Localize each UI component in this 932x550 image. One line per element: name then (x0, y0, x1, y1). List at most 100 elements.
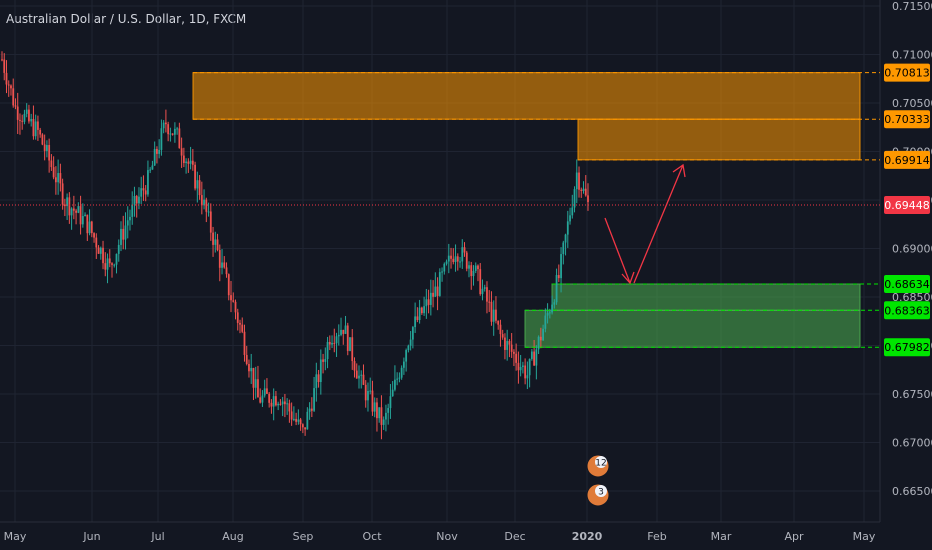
candle-body (50, 160, 53, 168)
candle-body (548, 312, 551, 314)
candle-body (54, 177, 57, 183)
candle-body (165, 122, 167, 125)
supply-zone-upper (192, 72, 861, 120)
supply-zone-lower (577, 118, 861, 161)
candle-body (239, 322, 241, 325)
candle-body (113, 264, 116, 266)
price-label-bg (884, 150, 930, 169)
candle-body (333, 342, 336, 344)
candle-body (90, 221, 93, 234)
candle-body (254, 379, 257, 388)
candle-body (418, 307, 421, 321)
candle-body (232, 300, 235, 302)
candle-body (382, 419, 385, 425)
candle-body (191, 160, 194, 165)
candle-body (501, 334, 504, 338)
candle-body (423, 306, 425, 314)
candle-body (555, 275, 558, 303)
candle-body (474, 265, 477, 271)
candle-body (149, 169, 152, 171)
candle-body (524, 365, 527, 379)
candle-body (84, 214, 86, 216)
candle-body (99, 247, 102, 254)
candle-body (308, 408, 311, 412)
candle-body (203, 199, 205, 206)
arrow-up-head (672, 163, 686, 178)
x-tick-label: Nov (436, 530, 458, 543)
candle-body (470, 265, 473, 277)
candle-body (584, 188, 587, 196)
candle-body (306, 411, 309, 430)
candle-body (510, 344, 513, 352)
candle-body (59, 173, 62, 184)
candle-body (212, 232, 214, 245)
x-tick-label: Sep (293, 530, 314, 543)
event-count: 12 (595, 459, 606, 469)
arrow-up (633, 164, 684, 284)
candle-body (355, 370, 358, 379)
x-tick-label: May (853, 530, 876, 543)
candle-body (261, 395, 264, 403)
candle-body (461, 247, 464, 262)
candle-body (200, 195, 203, 206)
candle-body (578, 172, 580, 190)
price-label: 0.68634 (884, 278, 930, 291)
candle-body (376, 402, 378, 419)
candle-body (151, 165, 154, 170)
candle-body (66, 197, 69, 207)
candle-body (317, 374, 320, 383)
y-tick-label: 0.66500 (892, 485, 932, 498)
candle-body (394, 379, 396, 390)
candle-body (546, 313, 549, 316)
candle-body (328, 341, 331, 345)
x-tick-label: Jul (150, 530, 164, 543)
candle-body (180, 148, 183, 156)
candle-body (108, 258, 111, 264)
candle-body (432, 292, 434, 297)
candle-body (182, 155, 185, 164)
candle-body (335, 336, 338, 344)
candle-body (153, 148, 156, 166)
candle-body (223, 262, 226, 268)
candle-body (486, 287, 488, 302)
candle-body (526, 375, 529, 379)
candle-body (566, 221, 569, 235)
candle-body (194, 164, 196, 189)
candle-body (299, 419, 302, 425)
candle-body (268, 393, 271, 403)
candle-body (115, 253, 118, 265)
candle-body (290, 411, 293, 420)
candle-body (575, 172, 578, 190)
candle-body (81, 215, 84, 225)
price-label: 0.67982 (884, 341, 930, 354)
candle-body (571, 207, 574, 216)
candle-body (587, 195, 589, 203)
candle-body (70, 208, 73, 216)
candle-body (358, 375, 360, 379)
candle-body (1, 59, 3, 61)
candle-body (521, 365, 524, 367)
candle-body (414, 316, 417, 328)
candle-body (12, 88, 15, 106)
candle-body (508, 341, 511, 345)
candle-body (178, 128, 181, 149)
candle-body (86, 214, 89, 234)
event-count-badge (595, 485, 607, 497)
candle-body (409, 339, 412, 346)
candle-body (156, 148, 158, 154)
candle-body (286, 403, 289, 405)
candle-body (218, 250, 221, 268)
candle-body (272, 396, 275, 407)
candle-body (263, 388, 266, 396)
candle-body (353, 361, 356, 371)
x-tick-label: Feb (647, 530, 666, 543)
candle-body (57, 173, 60, 183)
candle-body (560, 254, 562, 279)
candle-body (185, 161, 188, 164)
candle-body (279, 403, 282, 405)
candle-body (209, 211, 212, 233)
candle-body (349, 337, 351, 351)
